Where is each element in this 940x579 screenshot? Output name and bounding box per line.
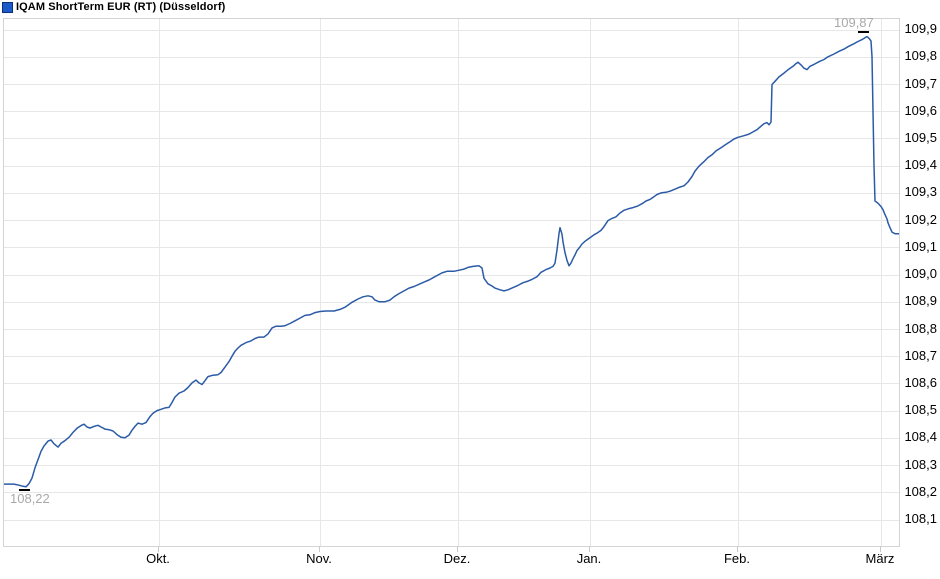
y-tick-label: 109,2 bbox=[904, 211, 937, 227]
y-tick-label: 109,6 bbox=[904, 102, 937, 118]
v-gridline bbox=[320, 19, 321, 546]
x-tick-label: März bbox=[865, 551, 895, 566]
max-value-annotation: 109,87 bbox=[834, 14, 874, 30]
y-tick-label: 108,5 bbox=[904, 402, 937, 418]
y-tick-label: 109,4 bbox=[904, 157, 937, 173]
price-line-chart bbox=[4, 35, 899, 488]
y-tick-label: 108,3 bbox=[904, 456, 937, 472]
x-tick-mark bbox=[319, 546, 320, 552]
h-gridline bbox=[4, 56, 899, 58]
y-tick-label: 109,1 bbox=[904, 238, 937, 254]
v-gridline bbox=[159, 19, 160, 546]
x-tick-mark bbox=[158, 546, 159, 552]
chart-header: IQAM ShortTerm EUR (RT) (Düsseldorf) bbox=[0, 0, 940, 16]
v-gridline bbox=[458, 19, 459, 546]
h-gridline bbox=[4, 492, 899, 494]
x-tick-mark bbox=[880, 546, 881, 552]
h-gridline bbox=[4, 410, 899, 412]
h-gridline bbox=[4, 84, 899, 85]
h-gridline bbox=[4, 519, 899, 521]
v-gridline bbox=[738, 19, 739, 546]
x-tick-mark bbox=[737, 546, 738, 552]
h-gridline bbox=[4, 192, 899, 194]
y-tick-label: 109,7 bbox=[904, 75, 937, 91]
x-tick-label: Feb. bbox=[723, 551, 750, 566]
v-gridline bbox=[881, 19, 882, 546]
y-tick-label: 109,5 bbox=[904, 129, 937, 145]
y-tick-label: 108,7 bbox=[904, 347, 937, 363]
y-tick-label: 108,2 bbox=[904, 483, 937, 499]
h-gridline bbox=[4, 29, 899, 31]
x-tick-mark bbox=[457, 546, 458, 552]
price-line bbox=[4, 35, 899, 488]
h-gridline bbox=[4, 437, 899, 439]
y-tick-label: 109,9 bbox=[904, 21, 937, 36]
y-tick-label: 108,1 bbox=[904, 511, 937, 526]
min-value-annotation: 108,22 bbox=[10, 490, 50, 506]
chart-title: IQAM ShortTerm EUR (RT) (Düsseldorf) bbox=[16, 1, 226, 13]
h-gridline bbox=[4, 247, 899, 249]
h-gridline bbox=[4, 111, 899, 113]
x-tick-mark bbox=[589, 546, 590, 552]
plot-area bbox=[3, 18, 900, 547]
min-value-tick bbox=[19, 488, 30, 491]
h-gridline bbox=[4, 465, 899, 467]
h-gridline bbox=[4, 356, 899, 358]
x-tick-label: Okt. bbox=[146, 551, 170, 566]
x-tick-label: Nov. bbox=[306, 551, 332, 566]
h-gridline bbox=[4, 138, 899, 140]
y-tick-label: 109,0 bbox=[904, 266, 937, 281]
x-tick-label: Jan. bbox=[576, 551, 602, 566]
y-tick-label: 109,8 bbox=[904, 48, 937, 64]
h-gridline bbox=[4, 165, 899, 167]
x-tick-label: Dez. bbox=[443, 551, 471, 566]
h-gridline bbox=[4, 301, 899, 303]
max-value-tick bbox=[858, 30, 869, 33]
y-tick-label: 108,8 bbox=[904, 320, 937, 336]
y-tick-label: 108,9 bbox=[904, 293, 937, 309]
legend-swatch-icon bbox=[2, 2, 13, 13]
y-tick-label: 108,6 bbox=[904, 374, 937, 390]
y-tick-label: 108,4 bbox=[904, 429, 937, 445]
h-gridline bbox=[4, 329, 899, 330]
h-gridline bbox=[4, 383, 899, 385]
h-gridline bbox=[4, 274, 899, 276]
v-gridline bbox=[590, 19, 591, 546]
h-gridline bbox=[4, 220, 899, 222]
y-tick-label: 109,3 bbox=[904, 184, 937, 200]
